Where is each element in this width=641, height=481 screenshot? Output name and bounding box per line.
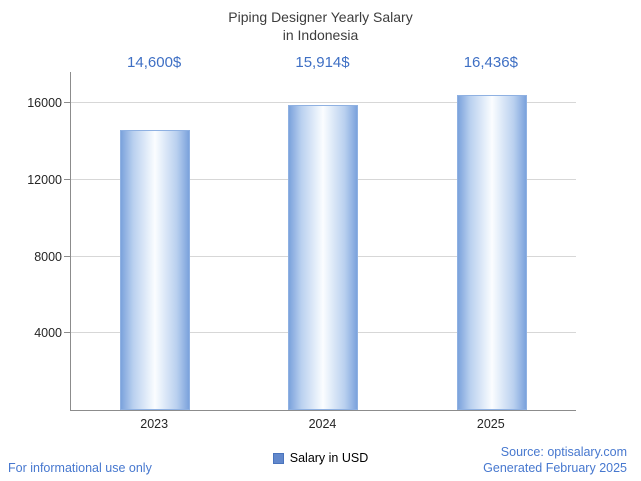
- value-labels-row: 14,600$ 15,914$ 16,436$: [70, 54, 575, 71]
- legend: Salary in USD: [0, 451, 641, 465]
- chart-title-line1: Piping Designer Yearly Salary: [228, 9, 413, 25]
- x-axis-labels: 2023 2024 2025: [70, 417, 575, 431]
- y-tick-label: 16000: [27, 96, 62, 111]
- chart-title: Piping Designer Yearly Salary in Indones…: [0, 8, 641, 44]
- y-tickmark: [64, 332, 71, 334]
- y-tick-label: 8000: [34, 249, 62, 264]
- legend-swatch-icon: [272, 452, 284, 464]
- gridline: [71, 102, 576, 104]
- y-tick-label: 12000: [27, 172, 62, 187]
- y-axis-labels: 4000 8000 12000 16000: [0, 72, 62, 410]
- bar-2023: [120, 129, 191, 410]
- value-label-2023: 14,600$: [127, 54, 182, 71]
- x-label-2023: 2023: [140, 417, 169, 431]
- bar-2025: [456, 94, 527, 410]
- source-block: Source: optisalary.com Generated Februar…: [483, 444, 627, 477]
- bars-row: [71, 72, 576, 410]
- source-link[interactable]: Source: optisalary.com: [500, 445, 627, 459]
- value-label-2025: 16,436$: [463, 54, 518, 71]
- disclaimer-text: For informational use only: [8, 461, 152, 475]
- bar-column-2023: [71, 72, 239, 410]
- bar-2024: [288, 104, 359, 410]
- x-label-2024: 2024: [308, 417, 337, 431]
- y-tick-label: 4000: [34, 326, 62, 341]
- plot-area: [64, 72, 576, 411]
- generated-date: Generated February 2025: [483, 461, 627, 476]
- bar-column-2024: [239, 72, 407, 410]
- x-label-2025: 2025: [476, 417, 505, 431]
- value-label-2024: 15,914$: [295, 54, 350, 71]
- legend-label: Salary in USD: [289, 451, 369, 465]
- y-tickmark: [64, 102, 71, 104]
- y-tickmark: [64, 255, 71, 257]
- chart-title-line2: in Indonesia: [282, 27, 359, 44]
- bar-column-2025: [408, 72, 576, 410]
- y-tickmark: [64, 178, 71, 180]
